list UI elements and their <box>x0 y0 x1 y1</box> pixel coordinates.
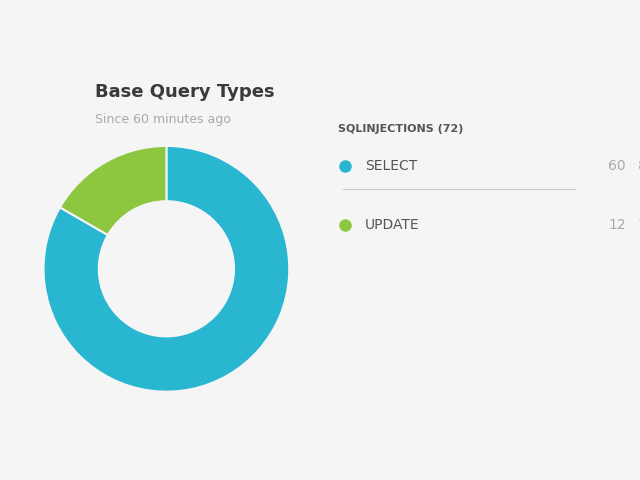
Text: 12: 12 <box>608 217 626 232</box>
Text: SELECT: SELECT <box>365 158 417 172</box>
Wedge shape <box>44 146 289 392</box>
Text: Since 60 minutes ago: Since 60 minutes ago <box>95 113 231 126</box>
Text: UPDATE: UPDATE <box>365 217 420 232</box>
Text: Base Query Types: Base Query Types <box>95 84 275 101</box>
Text: 83.33 %: 83.33 % <box>638 158 640 172</box>
Wedge shape <box>60 146 166 235</box>
Text: SQLINJECTIONS (72): SQLINJECTIONS (72) <box>338 124 463 134</box>
Text: 16.67 %: 16.67 % <box>638 217 640 232</box>
Text: 60: 60 <box>608 158 626 172</box>
